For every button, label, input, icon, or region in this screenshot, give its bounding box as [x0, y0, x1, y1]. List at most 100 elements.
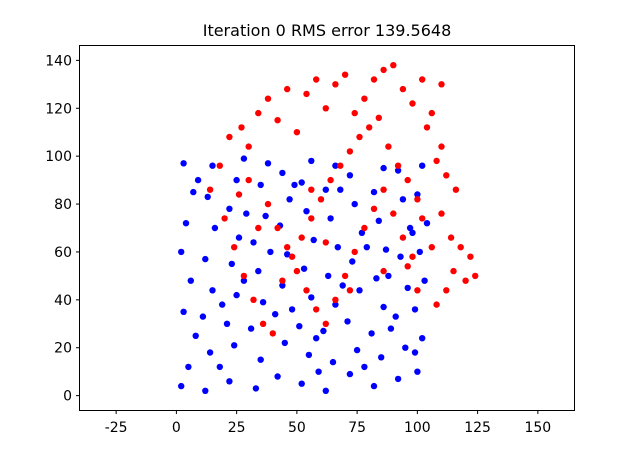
point-series-0 [416, 248, 423, 256]
point-series-1 [240, 272, 248, 280]
point-series-0 [419, 335, 426, 342]
point-series-0 [298, 179, 305, 186]
point-series-1 [274, 224, 281, 232]
point-series-0 [235, 234, 243, 241]
point-series-0 [322, 387, 329, 394]
point-series-1 [322, 320, 329, 327]
point-series-0 [325, 272, 332, 280]
point-series-0 [394, 375, 402, 383]
y-tick-label: 0 [63, 389, 72, 405]
point-series-1 [409, 253, 416, 260]
point-series-0 [288, 306, 296, 313]
point-series-1 [428, 244, 435, 251]
point-series-0 [264, 160, 272, 167]
point-series-0 [399, 196, 407, 203]
point-series-1 [284, 244, 291, 251]
point-series-0 [414, 368, 421, 375]
x-tick-label: 125 [464, 420, 491, 436]
point-series-0 [387, 325, 395, 332]
point-series-0 [194, 176, 202, 184]
point-series-1 [390, 210, 397, 217]
point-series-1 [414, 196, 421, 203]
point-series-1 [269, 330, 276, 337]
point-series-0 [409, 229, 416, 236]
point-series-0 [204, 193, 211, 201]
point-series-1 [264, 95, 272, 102]
point-series-0 [363, 244, 370, 251]
y-tick-label: 120 [45, 101, 72, 117]
y-tick-label: 40 [54, 293, 72, 309]
point-series-1 [341, 272, 349, 280]
point-series-0 [419, 162, 426, 169]
point-series-0 [262, 212, 269, 220]
point-series-1 [279, 277, 286, 284]
point-series-1 [375, 114, 382, 122]
point-series-0 [414, 191, 421, 198]
y-tick-label: 140 [45, 53, 72, 69]
point-series-1 [423, 124, 431, 131]
point-series-1 [341, 71, 349, 78]
point-series-1 [452, 186, 460, 193]
point-series-0 [226, 378, 233, 385]
point-series-1 [361, 224, 368, 232]
point-series-1 [457, 244, 464, 251]
point-series-1 [399, 85, 407, 93]
point-series-1 [231, 244, 238, 251]
point-series-0 [178, 248, 185, 256]
point-series-0 [223, 320, 231, 327]
point-series-0 [279, 169, 286, 177]
y-tick-label: 20 [54, 341, 72, 357]
point-series-0 [187, 277, 194, 284]
point-series-0 [406, 224, 414, 232]
point-series-0 [185, 363, 192, 371]
point-series-0 [373, 275, 380, 282]
point-series-1 [337, 162, 344, 169]
point-series-1 [322, 105, 329, 112]
point-series-1 [293, 129, 301, 136]
point-series-1 [245, 176, 252, 184]
point-series-1 [308, 186, 315, 193]
point-series-0 [284, 251, 291, 258]
point-series-1 [443, 172, 450, 179]
point-series-1 [380, 267, 387, 275]
point-series-0 [202, 255, 209, 263]
point-series-1 [303, 90, 310, 98]
x-tick-label: 50 [288, 420, 306, 436]
point-series-1 [404, 176, 411, 184]
point-series-1 [380, 186, 387, 193]
x-tick-label: 25 [228, 420, 246, 436]
point-series-0 [216, 363, 223, 371]
y-tick-label: 80 [54, 197, 72, 213]
point-series-0 [305, 351, 313, 359]
point-series-1 [419, 215, 426, 222]
point-series-1 [394, 162, 402, 169]
x-axis: -25 0 25 50 75 100 125 150 [105, 410, 551, 436]
point-series-0 [327, 215, 334, 222]
point-series-1 [216, 162, 223, 169]
point-series-0 [313, 335, 320, 342]
point-series-1 [462, 277, 469, 284]
point-series-1 [443, 287, 450, 294]
point-series-1 [255, 109, 262, 117]
point-series-0 [291, 181, 298, 189]
point-series-0 [382, 246, 390, 253]
point-series-0 [267, 248, 274, 256]
point-series-0 [199, 313, 207, 320]
point-series-0 [257, 181, 264, 189]
x-tick-label: 75 [348, 420, 366, 436]
point-series-0 [339, 282, 346, 289]
x-tick-label: 0 [172, 420, 181, 436]
point-series-0 [243, 210, 250, 217]
point-series-0 [346, 370, 354, 378]
point-series-1 [221, 215, 228, 222]
point-series-1 [390, 61, 397, 69]
point-series-1 [351, 109, 358, 117]
point-series-0 [255, 267, 262, 275]
point-series-0 [308, 294, 315, 301]
point-series-0 [240, 277, 248, 284]
point-series-1 [399, 234, 407, 241]
point-series-0 [375, 217, 382, 224]
point-series-0 [358, 229, 366, 236]
point-series-0 [233, 176, 240, 184]
